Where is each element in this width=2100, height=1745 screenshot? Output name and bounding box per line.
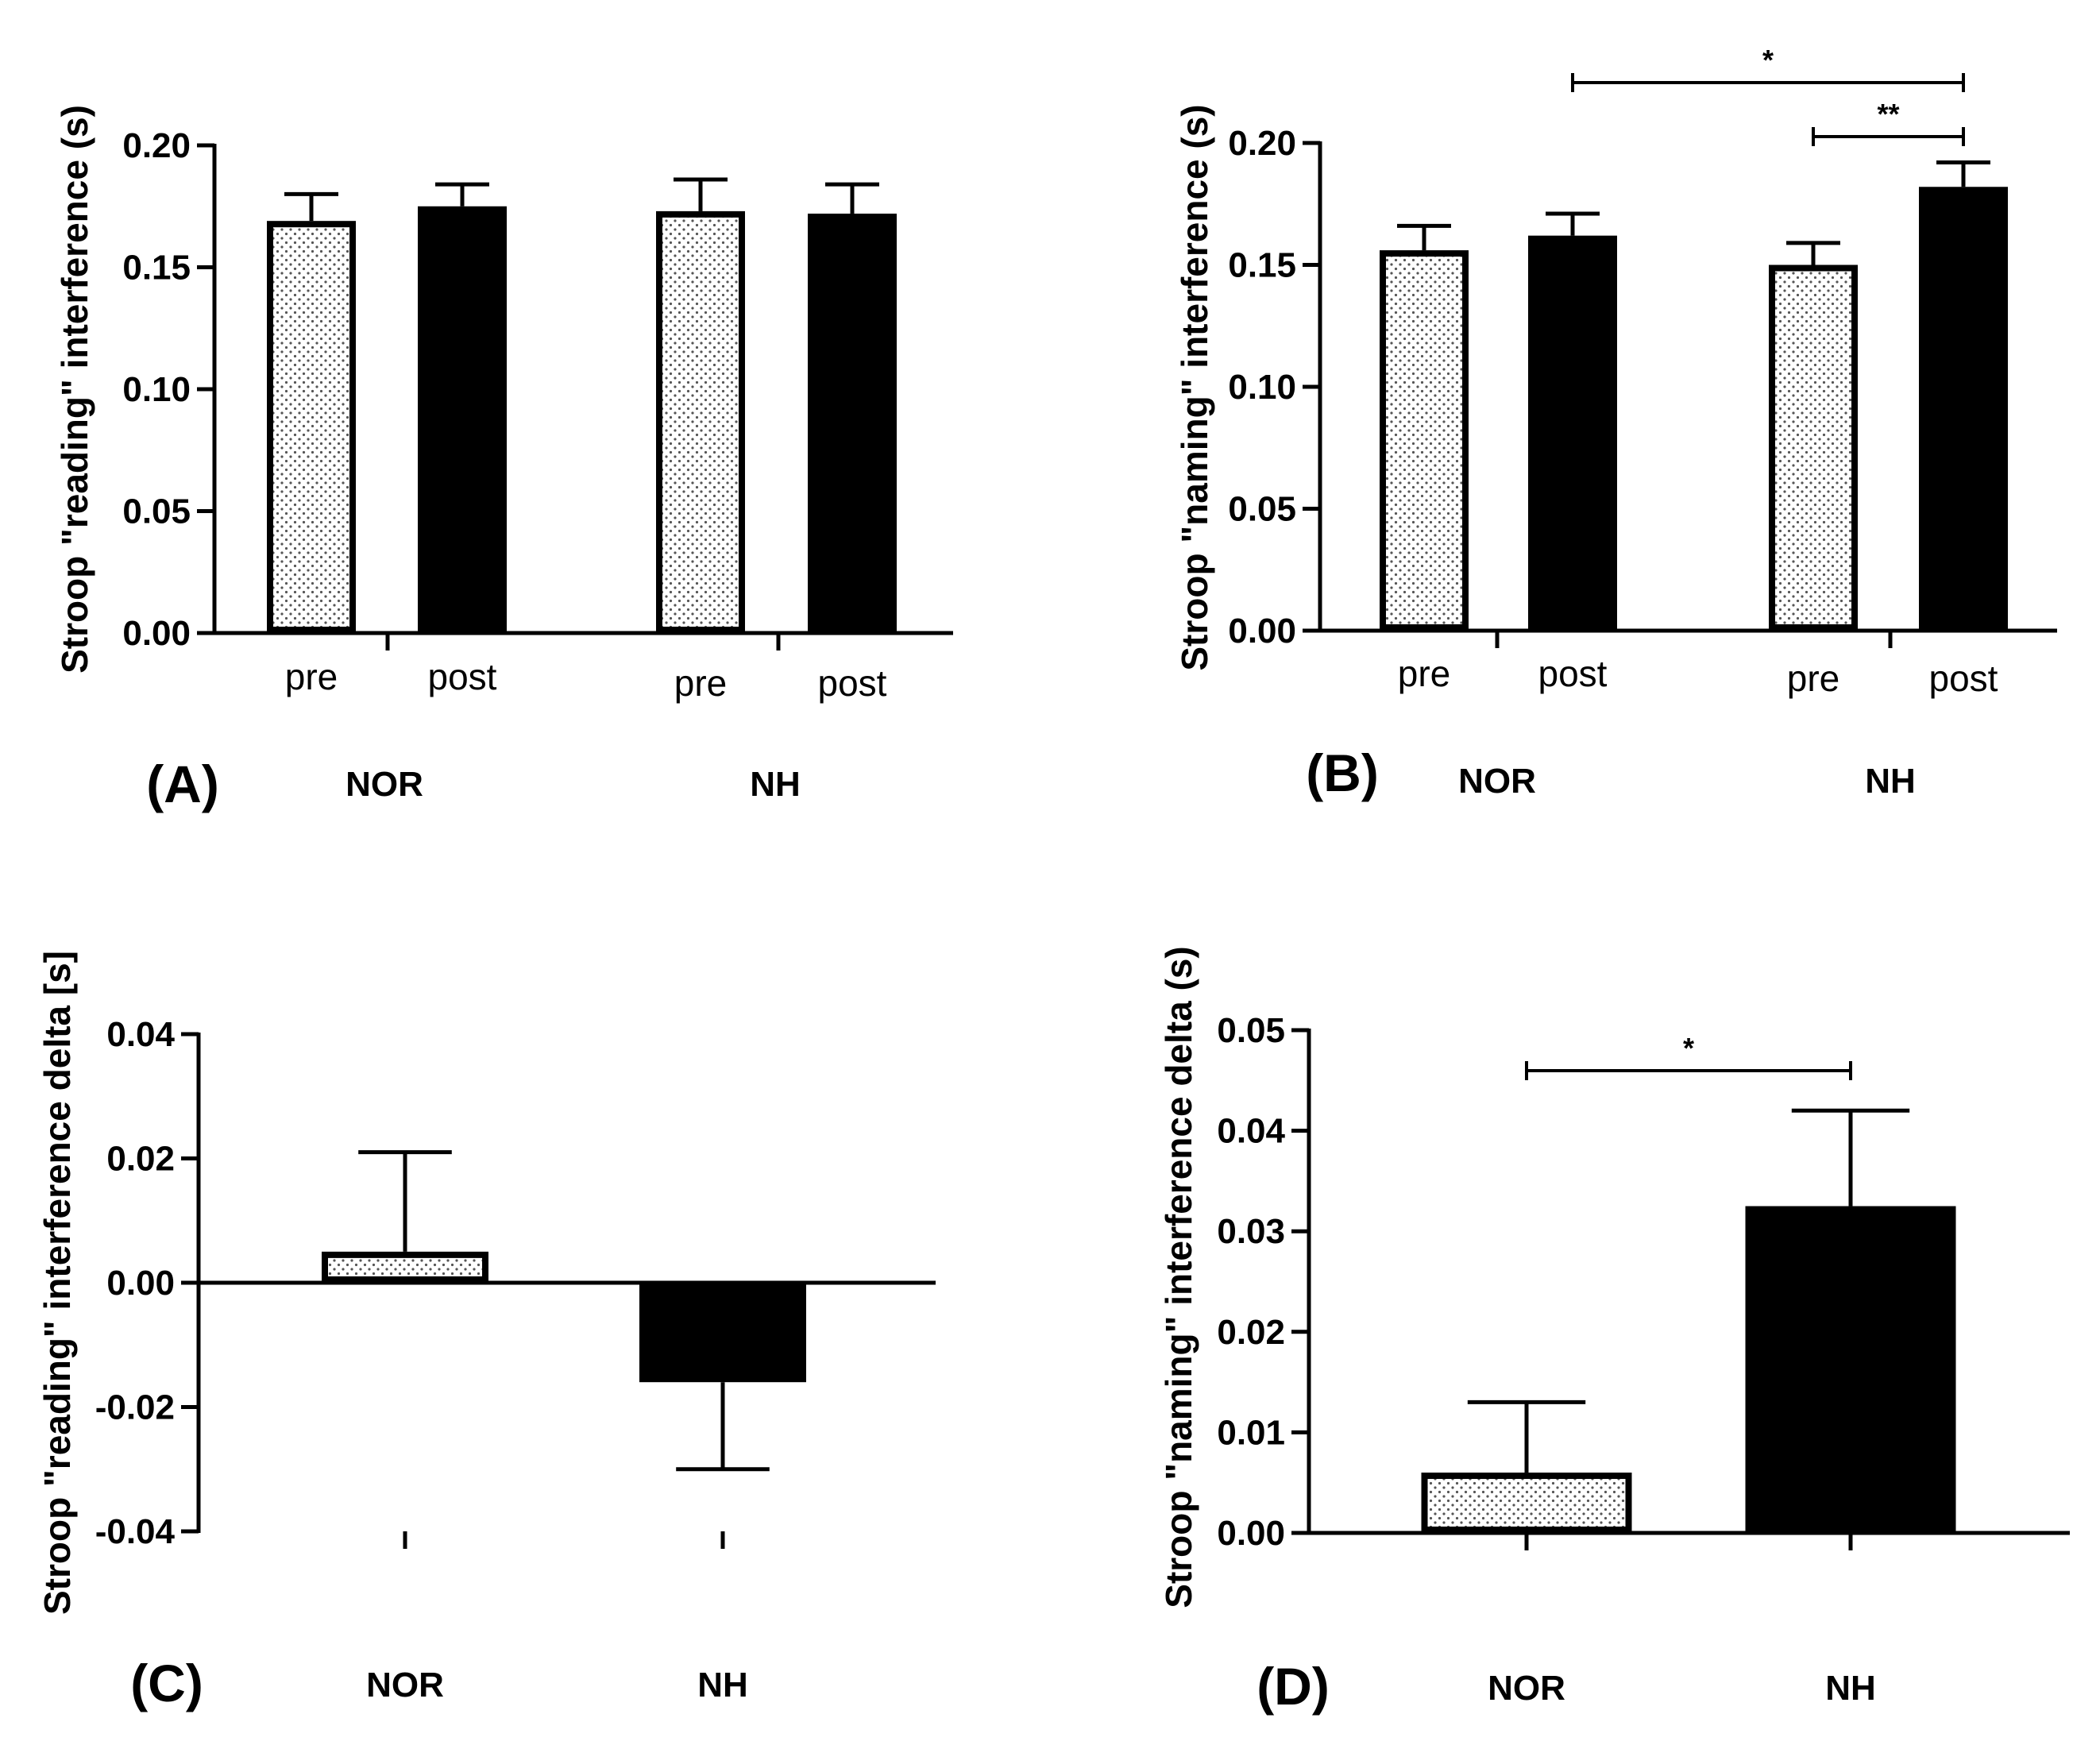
panel-a-category-label: post	[428, 656, 497, 697]
panel-b-category-label: pre	[1787, 658, 1839, 699]
panel-b-letter: (B)	[1306, 743, 1379, 802]
panel-d-bar-nor-nor	[1421, 1473, 1632, 1534]
panel-a-y-tick-label: 0.15	[122, 249, 191, 288]
panel-d-y-tick-label: 0.02	[1217, 1313, 1285, 1352]
panel-d-group-label: NOR	[1488, 1669, 1565, 1708]
panel-c-y-tick-label: -0.02	[95, 1388, 175, 1427]
panel-b-group-label: NOR	[1458, 762, 1536, 801]
panel-c-y-tick-label: 0.02	[106, 1140, 175, 1179]
panel-c-y-tick-label: 0.00	[106, 1264, 175, 1303]
panel-c-y-tick-label: 0.04	[106, 1015, 175, 1054]
panel-b-group-label: NH	[1865, 762, 1916, 801]
panel-d-y-tick-label: 0.03	[1217, 1212, 1285, 1251]
panel-a-group-label: NOR	[345, 765, 423, 804]
panel-c-y-axis-title: Stroop "reading" interference delta [s]	[37, 951, 78, 1615]
panel-c-chart: -0.04 -0.02 0.00 0.02 0.04 NOR NH (C) Stroop "re…	[37, 951, 936, 1712]
panel-a-category-label: pre	[285, 656, 338, 697]
panel-b-significance-label: **	[1877, 98, 1899, 130]
panel-b-bar-nh-pre	[1769, 264, 1858, 631]
panel-b-y-tick-label: 0.05	[1228, 490, 1296, 529]
panel-d-y-tick-label: 0.05	[1217, 1011, 1285, 1050]
panel-b-y-axis-title: Stroop "naming" interference (s)	[1174, 104, 1215, 670]
panel-b-y-tick-label: 0.20	[1228, 124, 1296, 163]
panel-b-bar-nor-post	[1528, 235, 1617, 631]
panel-c-bar-nh-nh	[639, 1283, 806, 1383]
panel-d-y-tick-label: 0.01	[1217, 1413, 1285, 1452]
panel-b-y-tick-label: 0.10	[1228, 368, 1296, 407]
panel-d-bar-nh-nh	[1745, 1206, 1956, 1534]
panel-d-significance-label: *	[1683, 1032, 1694, 1064]
panel-a-bar-nh-pre	[656, 210, 745, 633]
panel-c-y-tick-label: -0.04	[95, 1512, 176, 1551]
panel-a-bar-nor-pre	[267, 221, 356, 633]
panel-a-category-label: post	[818, 662, 887, 704]
panel-c-bar-nor-nor	[322, 1251, 488, 1283]
panel-a-group-label: NH	[750, 765, 801, 804]
panel-c-group-label: NH	[697, 1666, 748, 1704]
panel-a-letter: (A)	[146, 755, 219, 813]
panel-a-chart: 0.00 0.05 0.10 0.15 0.20 pre post pre post NOR NH (…	[54, 105, 953, 813]
panel-a-category-label: pre	[674, 662, 727, 704]
panel-b-category-label: pre	[1398, 653, 1450, 694]
panel-d-y-tick-label: 0.00	[1217, 1514, 1285, 1553]
panel-a-y-tick-label: 0.20	[122, 126, 191, 165]
panel-b-bar-nor-pre	[1380, 250, 1469, 631]
panel-a-y-tick-label: 0.00	[122, 614, 191, 653]
panel-a-bar-nh-post	[808, 213, 897, 633]
panel-b-category-label: post	[1538, 653, 1608, 694]
panel-b-y-tick-label: 0.15	[1228, 246, 1296, 285]
panel-d-y-axis-title: Stroop "naming" interference delta (s)	[1158, 946, 1199, 1608]
panel-d-group-label: NH	[1825, 1669, 1876, 1708]
panel-c-group-label: NOR	[366, 1666, 444, 1704]
panel-d-letter: (D)	[1257, 1657, 1330, 1716]
panel-a-y-axis-title: Stroop "reading" interference (s)	[54, 105, 95, 674]
panel-c-letter: (C)	[130, 1654, 203, 1712]
panel-a-bar-nor-post	[418, 206, 507, 633]
panel-b-y-tick-label: 0.00	[1228, 612, 1296, 651]
panel-b-chart: 0.00 0.05 0.10 0.15 0.20 pre post pre post NOR NH (…	[1174, 44, 2057, 802]
panel-a-y-tick-label: 0.10	[122, 370, 191, 409]
panel-d-chart: 0.00 0.01 0.02 0.03 0.04 0.05 NOR NH (D) Stroop "…	[1158, 946, 2070, 1716]
panel-b-significance-label: *	[1762, 44, 1774, 76]
panel-d-y-tick-label: 0.04	[1217, 1112, 1285, 1151]
panel-a-y-tick-label: 0.05	[122, 492, 191, 531]
panel-b-category-label: post	[1929, 658, 1998, 699]
panel-b-bar-nh-post	[1919, 187, 2008, 631]
